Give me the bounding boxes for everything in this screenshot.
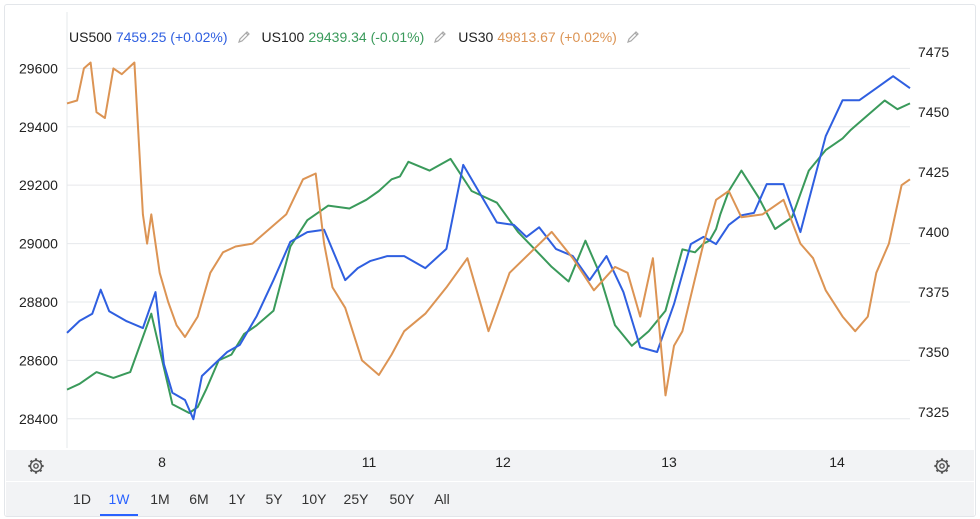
x-tick-label: 11 — [362, 454, 377, 470]
left-tick-label: 29600 — [19, 60, 58, 76]
legend-value: 29439.34 (-0.01%) — [308, 29, 425, 45]
edit-us30-pencil-icon[interactable] — [625, 29, 641, 45]
edit-us500-pencil-icon[interactable] — [236, 29, 252, 45]
range-button-1d[interactable]: 1D — [73, 491, 91, 507]
range-selector: 1D 1W 1M 6M 1Y 5Y 10Y 25Y 50Y All — [6, 482, 974, 516]
legend-value: 7459.25 (+0.02%) — [115, 29, 228, 45]
left-tick-label: 28600 — [19, 352, 58, 368]
right-tick-label: 7425 — [918, 164, 949, 180]
left-tick-label: 28800 — [19, 294, 58, 310]
grid — [66, 12, 910, 448]
left-axis-settings-gear-icon[interactable] — [27, 457, 45, 475]
chart-legend: US500 7459.25 (+0.02%) US100 29439.34 (-0.0… — [69, 27, 651, 47]
right-tick-label: 7375 — [918, 284, 949, 300]
range-button-1m[interactable]: 1M — [150, 491, 170, 507]
time-axis-bar — [6, 450, 974, 481]
right-tick-label: 7450 — [918, 104, 949, 120]
x-tick-label: 13 — [661, 454, 677, 470]
legend-symbol: US100 — [261, 29, 305, 45]
series-line-us100 — [66, 99, 911, 414]
legend-item-us100: US100 29439.34 (-0.01%) — [262, 29, 449, 45]
series-line-us30 — [66, 61, 911, 397]
left-tick-label: 29400 — [19, 119, 58, 135]
series-line-us500 — [66, 75, 911, 421]
legend-symbol: US500 — [69, 29, 112, 45]
axis-labels: 29600 29400 29200 29000 28800 28600 28400 7475 7… — [19, 44, 949, 427]
range-button-50y[interactable]: 50Y — [389, 491, 415, 507]
left-tick-label: 29200 — [19, 177, 58, 193]
range-button-10y[interactable]: 10Y — [301, 491, 327, 507]
right-tick-label: 7350 — [918, 344, 949, 360]
left-tick-label: 29000 — [19, 236, 58, 252]
range-button-5y[interactable]: 5Y — [265, 491, 283, 507]
legend-item-us30: US30 49813.67 (+0.02%) — [458, 29, 641, 45]
right-axis-settings-gear-icon[interactable] — [933, 457, 951, 475]
range-button-all[interactable]: All — [434, 491, 450, 507]
range-button-25y[interactable]: 25Y — [343, 491, 369, 507]
x-tick-label: 8 — [158, 454, 166, 470]
range-button-1y[interactable]: 1Y — [228, 491, 246, 507]
x-axis: 8 11 12 13 14 — [158, 454, 845, 470]
series-lines — [66, 61, 911, 421]
edit-us100-pencil-icon[interactable] — [432, 29, 448, 45]
right-tick-label: 7325 — [918, 404, 949, 420]
range-button-1w[interactable]: 1W — [100, 482, 138, 516]
left-tick-label: 28400 — [19, 411, 58, 427]
x-tick-label: 12 — [495, 454, 511, 470]
range-button-6m[interactable]: 6M — [189, 491, 209, 507]
x-tick-label: 14 — [829, 454, 845, 470]
right-tick-label: 7400 — [918, 224, 949, 240]
legend-symbol: US30 — [458, 29, 494, 45]
legend-item-us500: US500 7459.25 (+0.02%) — [69, 29, 252, 45]
right-tick-label: 7475 — [918, 44, 949, 60]
legend-value: 49813.67 (+0.02%) — [497, 29, 617, 45]
